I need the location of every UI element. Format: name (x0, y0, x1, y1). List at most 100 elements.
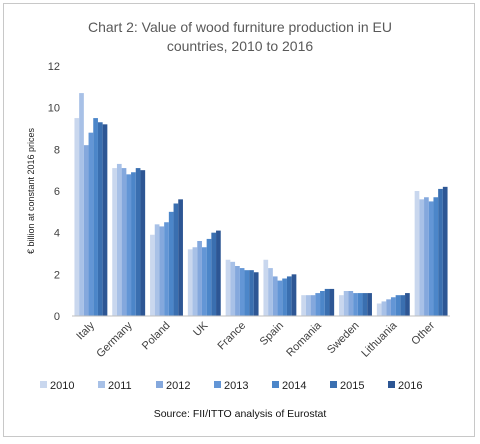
bar-uk-2010 (187, 249, 193, 316)
bar-other-2015 (438, 188, 443, 316)
bar-uk-2012 (197, 241, 202, 316)
bar-germany-2015 (135, 168, 141, 316)
legend-label-2014: 2014 (282, 380, 306, 392)
bar-other-2012 (424, 197, 429, 316)
bar-spain-2011 (268, 268, 273, 316)
bar-spain-2013 (277, 280, 283, 316)
legend-swatch-2014 (272, 381, 279, 388)
bar-romania-2015 (324, 288, 330, 316)
bar-spain-2012 (272, 276, 278, 316)
bar-poland-2013 (164, 222, 169, 316)
bar-sweden-2016 (367, 293, 372, 316)
chart-title-line2: countries, 2010 to 2016 (167, 38, 314, 54)
bar-france-2014 (244, 270, 250, 316)
bar-sweden-2015 (362, 293, 368, 316)
bar-other-2016 (442, 186, 448, 316)
bar-italy-2016 (102, 124, 108, 316)
bar-uk-2013 (201, 247, 207, 316)
bar-lithuania-2013 (390, 297, 396, 316)
x-tick-label: Lithuania (359, 319, 400, 360)
bar-other-2010 (414, 191, 420, 316)
bar-italy-2012 (83, 145, 89, 316)
legend-swatch-2012 (156, 381, 163, 388)
x-tick-label: Poland (140, 320, 173, 353)
legend-swatch-2016 (388, 381, 395, 388)
x-tick-label: UK (191, 319, 211, 339)
bar-spain-2014 (282, 278, 287, 316)
bar-germany-2012 (121, 168, 127, 316)
legend-swatch-2011 (98, 381, 105, 388)
y-tick-label: 8 (54, 144, 60, 156)
bar-italy-2011 (79, 93, 84, 316)
bar-uk-2011 (192, 247, 198, 316)
x-tick-label: Sweden (325, 320, 362, 357)
bar-uk-2015 (211, 232, 217, 316)
chart-title-line1: Chart 2: Value of wood furniture product… (88, 19, 392, 35)
x-tick-label: Italy (74, 319, 97, 342)
bar-germany-2010 (112, 168, 117, 316)
bar-france-2015 (249, 270, 254, 316)
bar-germany-2014 (131, 172, 136, 316)
bar-poland-2011 (154, 224, 160, 316)
x-tick-label: Spain (258, 320, 286, 348)
x-tick-label: Romania (284, 319, 324, 359)
bar-germany-2011 (116, 163, 122, 316)
bar-spain-2015 (286, 276, 292, 316)
bar-lithuania-2014 (395, 295, 401, 316)
bar-italy-2015 (97, 122, 103, 316)
bar-lithuania-2016 (405, 293, 410, 316)
bar-sweden-2013 (353, 293, 358, 316)
bar-other-2013 (428, 201, 434, 316)
bar-france-2012 (235, 266, 240, 316)
bar-germany-2013 (126, 174, 132, 316)
bar-other-2011 (419, 199, 425, 316)
bar-romania-2013 (315, 293, 321, 316)
bar-romania-2011 (305, 295, 311, 316)
bar-poland-2010 (150, 234, 155, 316)
bar-romania-2012 (310, 295, 316, 316)
y-tick-label: 10 (48, 103, 60, 115)
legend-label-2010: 2010 (50, 380, 74, 392)
bar-poland-2012 (159, 226, 165, 316)
bar-poland-2015 (173, 203, 179, 316)
bar-romania-2014 (320, 291, 325, 316)
bar-sweden-2010 (339, 295, 344, 316)
bar-sweden-2011 (343, 291, 349, 316)
y-tick-label: 12 (48, 61, 60, 73)
bar-poland-2016 (178, 199, 183, 316)
source-note: Source: FII/ITTO analysis of Eurostat (154, 408, 327, 420)
bar-romania-2010 (301, 295, 306, 316)
legend-label-2015: 2015 (340, 380, 364, 392)
bar-lithuania-2015 (400, 295, 406, 316)
x-tick-label: Other (409, 319, 437, 347)
bar-sweden-2014 (357, 293, 363, 316)
bar-uk-2016 (216, 230, 221, 316)
legend-swatch-2010 (40, 381, 47, 388)
bar-france-2016 (253, 272, 259, 316)
x-tick-label: Germany (94, 319, 135, 360)
x-tick-label: France (216, 320, 249, 353)
y-tick-label: 4 (54, 228, 60, 240)
legend-swatch-2013 (214, 381, 221, 388)
bar-lithuania-2012 (386, 299, 391, 316)
y-tick-label: 2 (54, 269, 60, 281)
bar-spain-2016 (291, 274, 297, 316)
bar-spain-2010 (263, 259, 269, 316)
bar-poland-2014 (168, 211, 174, 316)
bar-romania-2016 (329, 288, 335, 316)
bar-germany-2016 (140, 170, 146, 316)
legend-label-2013: 2013 (224, 380, 248, 392)
bar-lithuania-2011 (381, 301, 387, 316)
bar-italy-2014 (93, 118, 98, 316)
bar-lithuania-2010 (376, 303, 382, 316)
bar-other-2014 (433, 197, 439, 316)
legend-label-2012: 2012 (166, 380, 190, 392)
bar-france-2013 (239, 268, 245, 316)
bar-uk-2014 (206, 238, 212, 316)
bar-italy-2013 (88, 132, 94, 316)
legend-label-2011: 2011 (108, 380, 132, 392)
bar-france-2010 (225, 259, 231, 316)
y-tick-label: 0 (54, 311, 60, 323)
y-tick-label: 6 (54, 186, 60, 198)
